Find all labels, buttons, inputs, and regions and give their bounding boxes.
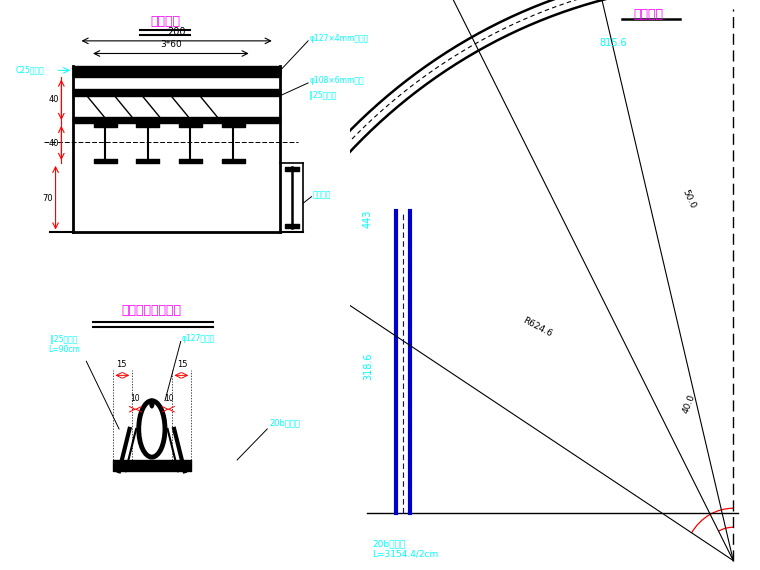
Text: 15: 15: [177, 360, 187, 369]
Text: 40: 40: [49, 95, 59, 104]
Text: 10: 10: [130, 394, 140, 403]
Text: 孔口管安装示意图: 孔口管安装示意图: [122, 304, 182, 317]
Text: φ127孔口管: φ127孔口管: [182, 334, 215, 343]
Text: 20b工字锂: 20b工字锂: [270, 419, 301, 428]
Text: 10: 10: [71, 68, 80, 77]
Text: C25砂套拱: C25砂套拱: [15, 66, 44, 75]
Text: 20b工字锂
L=3154.4/2cm: 20b工字锂 L=3154.4/2cm: [372, 539, 439, 559]
Text: 复合衬砖: 复合衬砖: [312, 190, 331, 199]
Text: ‖25固定筋
L=90cm: ‖25固定筋 L=90cm: [48, 335, 80, 354]
Text: φ127×4mm孔口管: φ127×4mm孔口管: [309, 34, 369, 43]
Text: 50.0: 50.0: [680, 189, 697, 210]
Text: 15: 15: [116, 360, 127, 369]
Text: 318.6: 318.6: [363, 352, 373, 380]
Text: R624.6: R624.6: [521, 316, 553, 339]
Text: 10: 10: [274, 68, 283, 77]
Text: φ108×6mm锂管: φ108×6mm锂管: [309, 76, 364, 86]
Text: 锂束大样: 锂束大样: [634, 8, 663, 21]
Text: 40: 40: [49, 140, 59, 149]
Text: 200: 200: [167, 27, 186, 36]
Text: 443: 443: [363, 209, 373, 227]
Text: 套拱剖面: 套拱剖面: [150, 15, 180, 28]
Text: 40.0: 40.0: [681, 393, 697, 415]
Text: 3*60: 3*60: [160, 40, 182, 49]
Text: ‖25固定筋: ‖25固定筋: [309, 91, 337, 100]
Text: 10: 10: [164, 394, 174, 403]
Circle shape: [150, 400, 154, 408]
Text: 815.6: 815.6: [600, 38, 627, 48]
Text: 70: 70: [43, 194, 53, 203]
